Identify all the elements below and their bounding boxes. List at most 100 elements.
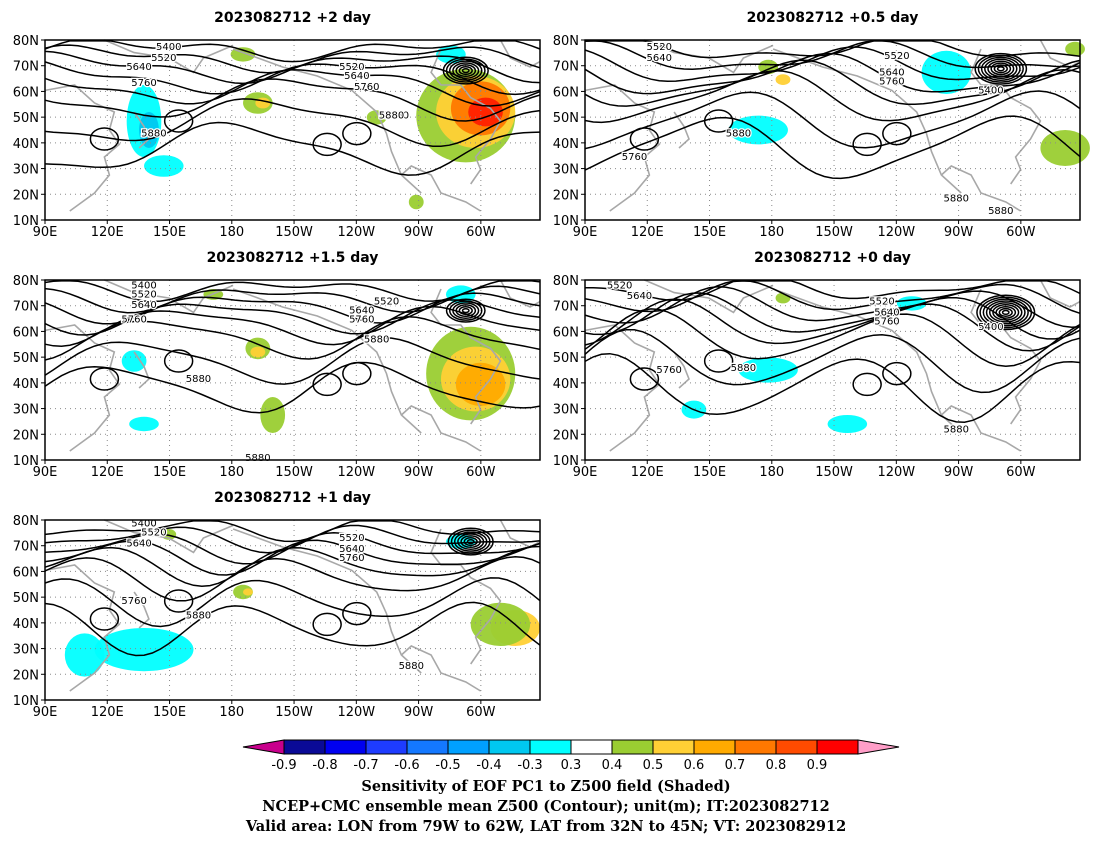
lon-tick-label: 120E [91, 705, 124, 720]
contour-line [44, 78, 541, 122]
coastline [940, 165, 1022, 212]
lon-tick-label: 180 [219, 225, 244, 240]
contour-label: 5520 [647, 42, 672, 53]
low-contour [457, 533, 485, 550]
lon-tick-label: 120W [877, 465, 915, 480]
contour-label: 5760 [131, 78, 156, 89]
low-contour [447, 527, 494, 556]
low-contour [996, 66, 1005, 72]
contour-label: 5520 [607, 280, 632, 291]
contour-label: 5880 [245, 453, 270, 464]
colorbar-box [734, 739, 777, 755]
lat-tick-label: 40N [13, 377, 39, 392]
contour-label: 5520 [339, 533, 364, 544]
lat-tick-label: 70N [13, 540, 39, 555]
contour-label: 5760 [874, 316, 899, 327]
contour-label: 5880 [944, 424, 969, 435]
lon-tick-label: 180 [759, 225, 784, 240]
lon-tick-label: 90E [573, 225, 598, 240]
low-contour [985, 300, 1026, 325]
colorbar-box [406, 739, 449, 755]
lat-tick-label: 60N [553, 325, 579, 340]
lon-tick-label: 90E [573, 465, 598, 480]
lat-tick-label: 40N [553, 137, 579, 152]
lat-tick-label: 60N [553, 85, 579, 100]
shading-patch [260, 397, 286, 433]
lon-tick-label: 90W [404, 225, 434, 240]
colorbar-arrow-right [857, 739, 900, 755]
lat-tick-label: 50N [13, 111, 39, 126]
lat-tick-label: 50N [13, 591, 39, 606]
coastline [133, 111, 150, 149]
low-contour [463, 537, 478, 547]
coastline [44, 564, 121, 692]
low-contour [990, 62, 1012, 76]
colorbar-box [652, 739, 695, 755]
contour-label: 5880 [364, 334, 389, 345]
lon-tick-label: 150E [153, 225, 186, 240]
lon-tick-label: 150E [153, 465, 186, 480]
closed-contour [882, 361, 912, 386]
lon-tick-label: 150E [153, 705, 186, 720]
low-contour [466, 538, 475, 545]
contour-label: 5880 [731, 363, 756, 374]
lon-tick-label: 180 [219, 705, 244, 720]
colorbar-box [488, 739, 531, 755]
contour-line [584, 352, 1081, 423]
colorbar-tick-label: -0.4 [476, 758, 501, 773]
coastline [400, 405, 482, 452]
low-contour [442, 56, 489, 85]
low-contour [453, 531, 488, 552]
closed-contour [89, 607, 120, 631]
lon-tick-label: 120E [631, 465, 664, 480]
contour-label: 5760 [656, 365, 681, 376]
low-contour [450, 529, 491, 554]
colorbar-tick-label: -0.3 [517, 758, 542, 773]
coastline [104, 39, 234, 74]
colorbar-tick-label: 0.5 [643, 758, 664, 773]
lat-tick-label: 80N [13, 514, 39, 529]
low-contour [455, 64, 477, 78]
contour-label: 5760 [121, 596, 146, 607]
contour-label: 5760 [349, 315, 374, 326]
lat-tick-label: 20N [553, 428, 579, 443]
contour-label: 5640 [874, 307, 899, 318]
lon-tick-label: 150W [815, 465, 853, 480]
contour-line [44, 305, 541, 347]
coastline [584, 324, 661, 452]
coastline [644, 279, 774, 314]
lon-tick-label: 90E [33, 225, 58, 240]
lon-tick-label: 120E [91, 225, 124, 240]
contour-label: 5760 [121, 315, 146, 326]
coastline [1039, 279, 1081, 308]
coastline [644, 39, 774, 74]
lat-tick-label: 60N [13, 325, 39, 340]
contour-line [44, 539, 541, 576]
colorbar-tick-label: 0.3 [561, 758, 582, 773]
contour-line [584, 298, 1081, 352]
coastline [499, 39, 541, 68]
lat-tick-label: 10N [13, 454, 39, 469]
low-contour [1001, 309, 1010, 316]
contour-label: 5520 [151, 53, 176, 64]
closed-contour [312, 612, 342, 637]
low-contour [458, 306, 473, 316]
panel-title: 2023082712 +0 day [754, 250, 911, 266]
contour-layer [584, 280, 1081, 423]
closed-contour [852, 372, 882, 397]
contour-line [44, 69, 541, 107]
low-contour [993, 64, 1008, 74]
coastline [970, 48, 1042, 185]
panel-title: 2023082712 +0.5 day [747, 10, 919, 26]
closed-contour [703, 349, 734, 373]
shading-layer [681, 292, 927, 433]
colorbar-box [611, 739, 654, 755]
lon-tick-label: 150W [275, 705, 313, 720]
lat-tick-label: 80N [553, 34, 579, 49]
lat-tick-label: 30N [553, 163, 579, 178]
lat-tick-label: 20N [553, 188, 579, 203]
colorbar-box [447, 739, 490, 755]
contour-label: 5640 [339, 544, 364, 555]
contour-label: 5760 [354, 82, 379, 93]
